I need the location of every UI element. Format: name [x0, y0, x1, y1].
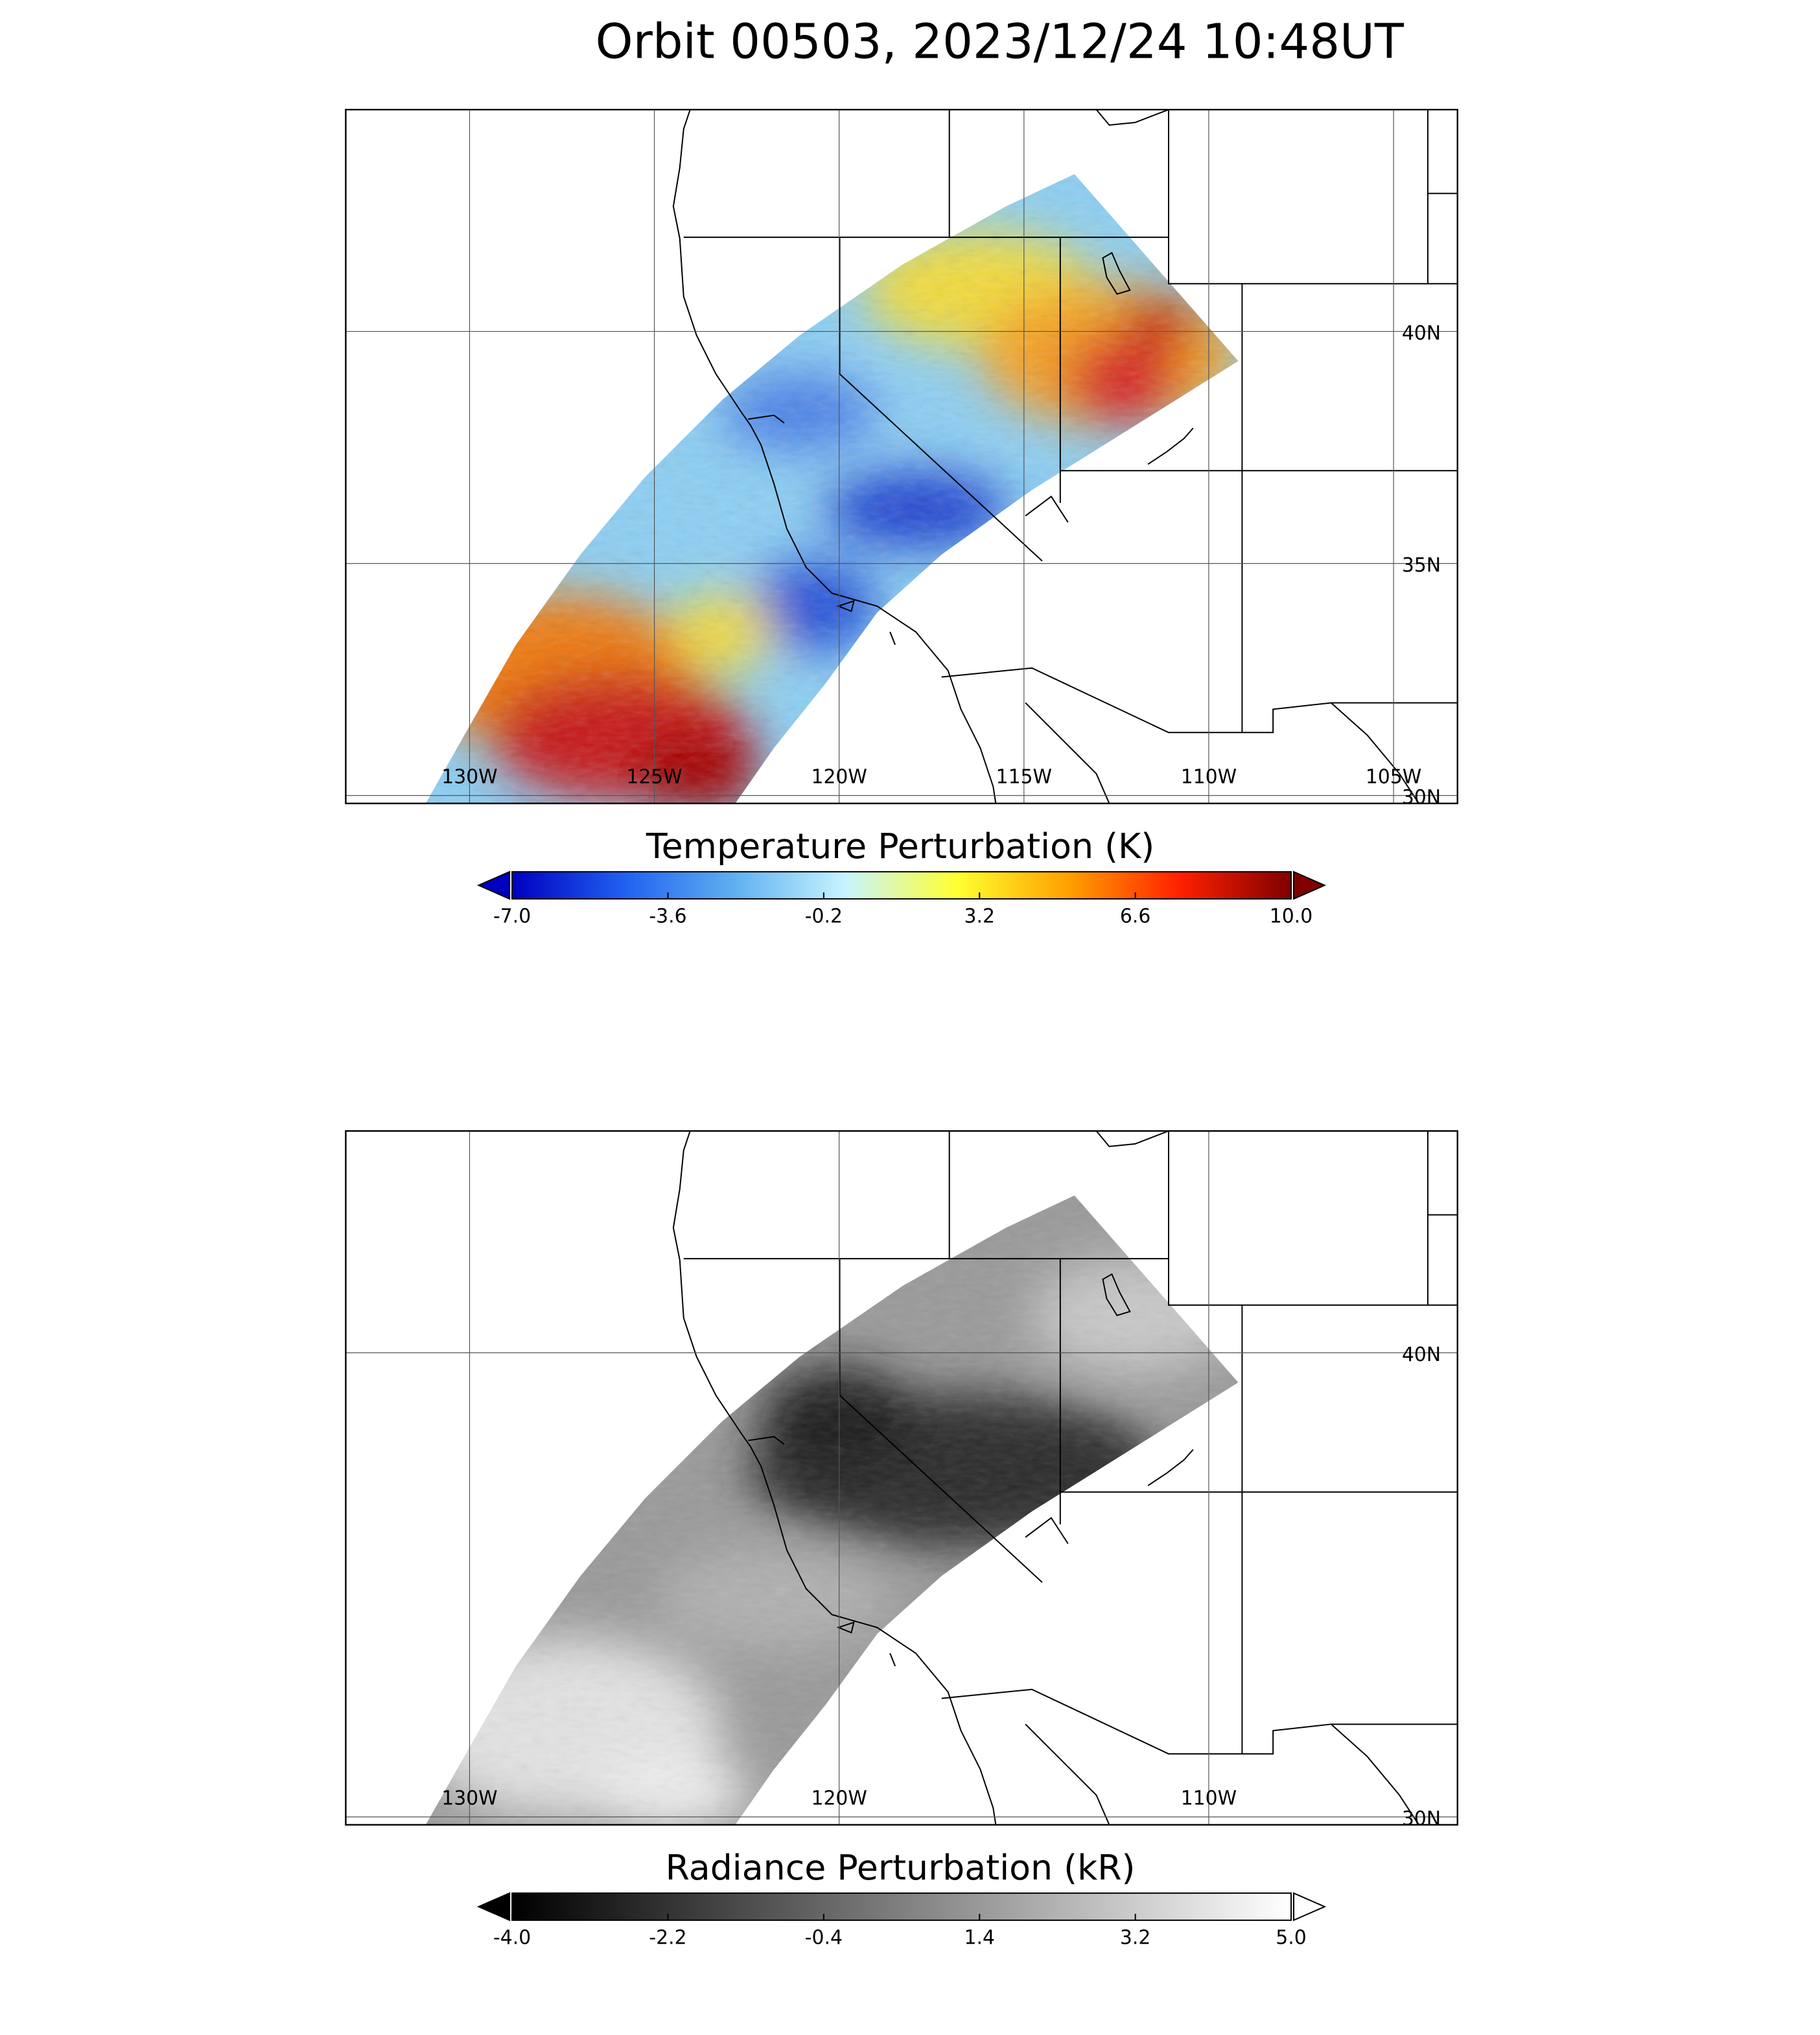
colorbar [511, 1892, 1292, 1921]
lon-label: 110W [1181, 1787, 1237, 1809]
colorbar-extend-low [476, 870, 511, 900]
lon-label: 105W [1366, 765, 1421, 788]
colorbar-extend-low [476, 1892, 511, 1922]
figure-title: Orbit 00503, 2023/12/24 10:48UT [596, 15, 1405, 70]
lon-label: 110W [1181, 765, 1237, 788]
colorbar-title: Radiance Perturbation (kR) [666, 1847, 1136, 1888]
lat-label: 30N [1402, 1808, 1441, 1830]
lon-label: 120W [811, 765, 867, 788]
colorbar-tick-label: 6.6 [1120, 905, 1150, 927]
lat-label: 40N [1402, 322, 1441, 345]
colorbar-tick-label: 1.4 [964, 1926, 995, 1949]
colorbar [511, 871, 1292, 900]
radiance-swath [425, 1195, 1239, 1825]
colorbar-tick-label: 10.0 [1270, 905, 1312, 927]
lon-label: 130W [441, 765, 497, 788]
lon-label: 115W [996, 765, 1052, 788]
colorbar-extend-high [1292, 870, 1327, 900]
lat-label: 40N [1402, 1343, 1441, 1366]
map-panel: 130W 120W 110W 40N 30N Radiance Perturbation … [345, 1130, 1458, 1949]
colorbar-tick-label: 3.2 [1120, 1926, 1150, 1949]
colorbar-tick-label: -3.6 [649, 905, 686, 927]
colorbar-tick-label: 5.0 [1276, 1926, 1306, 1949]
map-frame [345, 108, 1458, 804]
map-frame [345, 1130, 1458, 1826]
map-panel: 130W 125W 120W 115W 110W 105W 40N 35N 30N Tempera… [345, 108, 1458, 927]
temperature-swath [425, 174, 1239, 804]
lat-label: 35N [1402, 554, 1441, 577]
lon-label: 130W [441, 1787, 497, 1809]
colorbar-tick-label: -4.0 [493, 1926, 531, 1949]
colorbar-tick-label: -2.2 [649, 1926, 686, 1949]
lat-label: 30N [1402, 786, 1441, 809]
colorbar-title: Temperature Perturbation (K) [646, 826, 1154, 866]
colorbar-tick-label: -0.2 [805, 905, 843, 927]
lon-label: 125W [626, 765, 682, 788]
colorbar-extend-high [1292, 1892, 1327, 1922]
colorbar-tick-label: 3.2 [964, 905, 995, 927]
colorbar-tick-label: -7.0 [493, 905, 531, 927]
lon-label: 120W [811, 1787, 867, 1809]
colorbar-tick-label: -0.4 [805, 1926, 843, 1949]
